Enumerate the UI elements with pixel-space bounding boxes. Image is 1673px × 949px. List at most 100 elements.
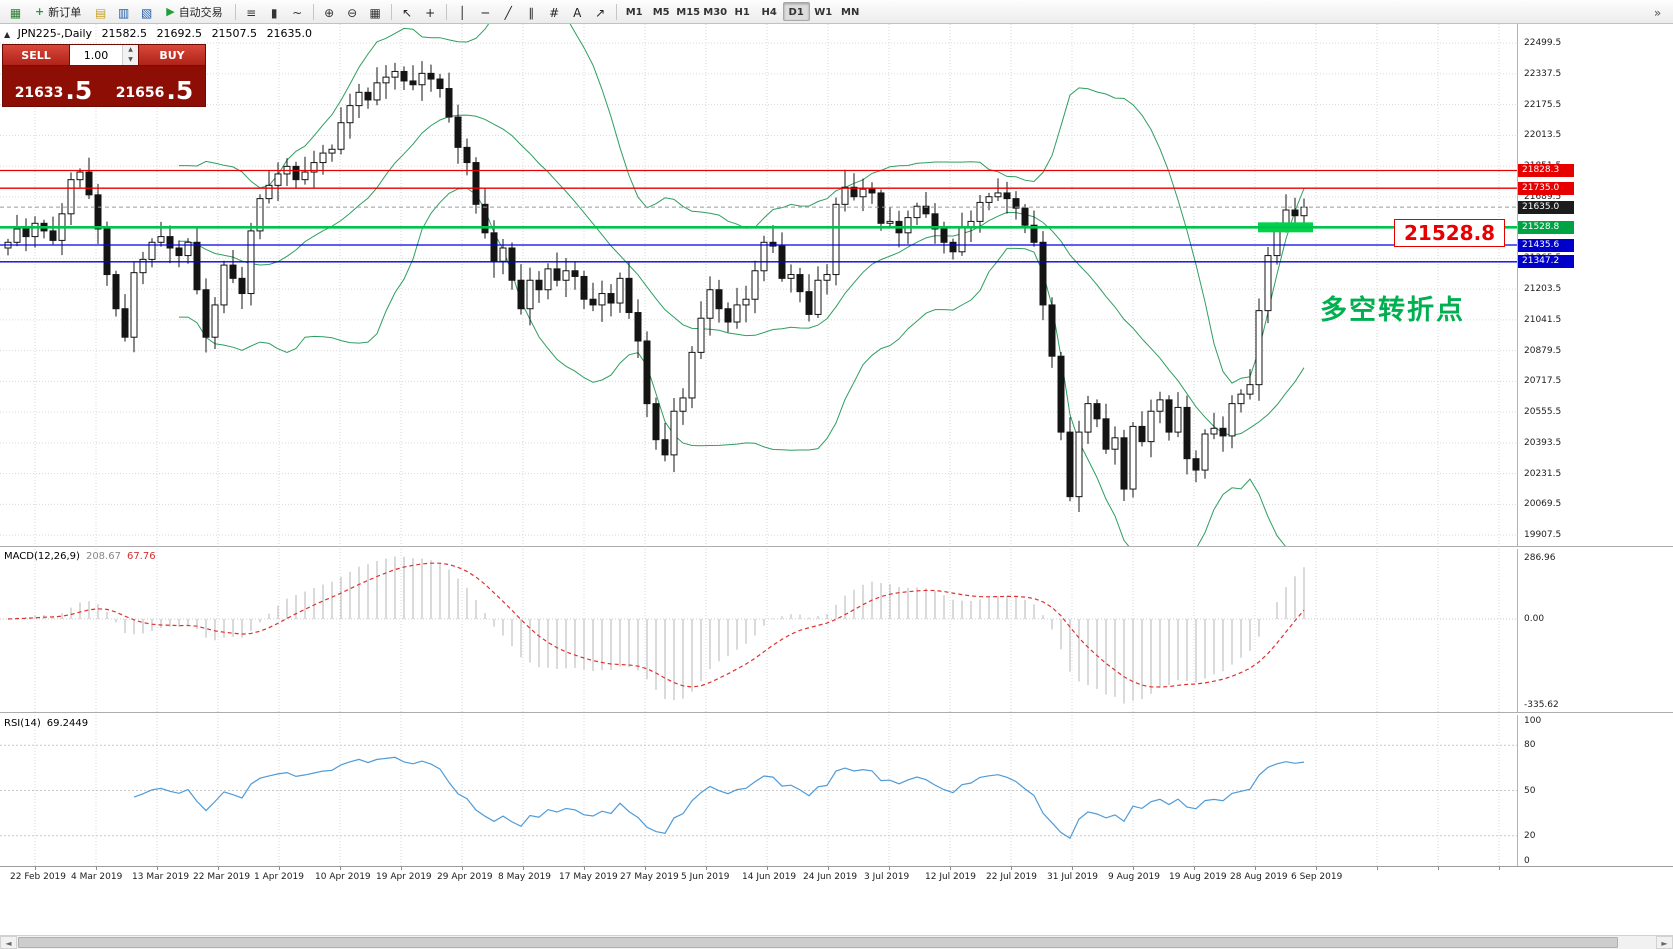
toolbar-separator (390, 3, 392, 20)
timeframe-mn[interactable]: MN (841, 7, 860, 18)
text-icon[interactable]: A (573, 5, 582, 20)
price-badge-21735.0: 21735.0 (1518, 181, 1574, 195)
timeframe-d1[interactable]: D1 (782, 2, 810, 21)
date-label: 8 May 2019 (498, 872, 551, 882)
date-label: 12 Jul 2019 (925, 872, 976, 882)
date-label: 13 Mar 2019 (132, 872, 190, 882)
arrows-icon[interactable]: ↗ (595, 5, 606, 20)
crosshair-icon[interactable]: + (425, 5, 436, 20)
sell-button[interactable]: SELL (3, 45, 69, 65)
date-tick (218, 867, 219, 870)
cursor-icon[interactable]: ↖ (402, 5, 413, 20)
date-tick (35, 867, 36, 870)
date-tick (462, 867, 463, 870)
main-chart[interactable] (0, 24, 1518, 546)
price-axis-label: 21203.5 (1524, 284, 1562, 295)
price-level-label[interactable]: 21528.8 (1394, 219, 1506, 247)
date-tick (1255, 867, 1256, 870)
date-tick (1499, 867, 1500, 870)
buy-price-pip: .5 (166, 76, 194, 105)
toolbar-separator (615, 3, 617, 20)
macd-splitter[interactable] (0, 546, 1673, 549)
date-tick (645, 867, 646, 870)
bollinger-upper (179, 24, 1305, 384)
date-label: 19 Aug 2019 (1169, 872, 1227, 882)
candlestick-icon[interactable]: ▮ (270, 5, 278, 20)
auto-trading-button[interactable]: ▶ 自动交易 (166, 5, 223, 19)
profiles-icon[interactable]: ▤ (95, 5, 107, 20)
date-tick (1072, 867, 1073, 870)
channel-icon[interactable]: ∥ (528, 5, 535, 20)
toolbar-overflow-icon[interactable]: » (1653, 5, 1662, 20)
date-label: 22 Feb 2019 (10, 872, 67, 882)
timeframe-w1[interactable]: W1 (814, 7, 833, 18)
timeframe-h1[interactable]: H1 (734, 7, 750, 18)
new-order-button[interactable]: + 新订单 (35, 5, 82, 19)
date-label: 4 Mar 2019 (71, 872, 123, 882)
buy-button[interactable]: BUY (139, 45, 205, 65)
date-tick (401, 867, 402, 870)
zoom-out-icon[interactable]: ⊖ (347, 5, 358, 20)
price-axis-divider (1517, 24, 1518, 866)
scroll-right-icon[interactable]: ► (1656, 936, 1673, 949)
date-label: 6 Sep 2019 (1291, 872, 1343, 882)
trendline-icon[interactable]: ╱ (504, 5, 512, 20)
date-label: 24 Jun 2019 (803, 872, 858, 882)
date-label: 9 Aug 2019 (1108, 872, 1160, 882)
timeframe-m1[interactable]: M1 (625, 7, 643, 18)
volume-down-icon[interactable]: ▼ (123, 55, 138, 65)
timeframe-m30[interactable]: M30 (703, 7, 728, 18)
volume-input[interactable] (70, 45, 122, 65)
price-axis: 19907.5 20069.5 20231.5 20393.5 20555.5 20717… (1518, 24, 1673, 866)
horizontal-line-icon[interactable]: ─ (481, 5, 489, 20)
date-label: 28 Aug 2019 (1230, 872, 1288, 882)
bar-chart-icon[interactable]: ≡ (246, 5, 257, 20)
new-order-icon: + (35, 5, 45, 18)
line-chart-icon[interactable]: ~ (292, 5, 303, 20)
price-badge-21828.3: 21828.3 (1518, 163, 1574, 177)
timeframe-m5[interactable]: M5 (652, 7, 670, 18)
timeframe-h4[interactable]: H4 (761, 7, 777, 18)
tile-windows-icon[interactable]: ▦ (369, 5, 381, 20)
symbol-period-label: JPN225-,Daily (17, 27, 93, 40)
zoom-in-icon[interactable]: ⊕ (324, 5, 335, 20)
rsi-splitter[interactable] (0, 712, 1673, 715)
sell-price[interactable]: 21633 .5 (3, 66, 104, 106)
grid (0, 24, 1518, 546)
market-watch-icon[interactable]: ▥ (118, 5, 130, 20)
sell-price-pip: .5 (65, 76, 93, 105)
scroll-left-icon[interactable]: ◄ (0, 936, 17, 949)
price-axis-label: 20879.5 (1524, 345, 1562, 356)
date-tick (950, 867, 951, 870)
macd-axis-label: 0.00 (1524, 613, 1545, 624)
macd-panel[interactable] (0, 549, 1518, 712)
price-badge-21435.6: 21435.6 (1518, 238, 1574, 252)
date-label: 22 Jul 2019 (986, 872, 1037, 882)
scrollbar-thumb[interactable] (18, 937, 1618, 948)
date-label: 17 May 2019 (559, 872, 618, 882)
high-value: 21692.5 (156, 27, 203, 40)
timeframe-m15[interactable]: M15 (676, 7, 701, 18)
open-value: 21582.5 (101, 27, 148, 40)
volume-up-icon[interactable]: ▲ (123, 45, 138, 55)
turning-point-note[interactable]: 多空转折点 (1320, 295, 1465, 326)
price-axis-label: 20555.5 (1524, 407, 1562, 418)
rsi-axis-label: 0 (1524, 856, 1530, 866)
date-tick (1194, 867, 1195, 870)
rsi-panel[interactable] (0, 715, 1518, 866)
candles (4, 61, 1308, 512)
date-tick (1438, 867, 1439, 870)
date-tick (828, 867, 829, 870)
data-window-icon[interactable]: ▧ (141, 5, 153, 20)
new-chart-icon[interactable]: ▦ (9, 5, 22, 20)
buy-price-base: 21656 (115, 85, 165, 101)
volume-box: ▲ ▼ (69, 45, 139, 65)
panel-toggle-icon[interactable]: ▲ (4, 30, 11, 39)
fibonacci-icon[interactable]: # (549, 5, 560, 20)
buy-price[interactable]: 21656 .5 (104, 66, 205, 106)
toolbar-separator (445, 3, 447, 20)
chart-info-line: ▲ JPN225-,Daily 21582.5 21692.5 21507.5 … (4, 27, 318, 40)
vertical-line-icon[interactable]: │ (458, 5, 466, 20)
date-tick (96, 867, 97, 870)
price-badge-21528.8: 21528.8 (1518, 220, 1574, 234)
